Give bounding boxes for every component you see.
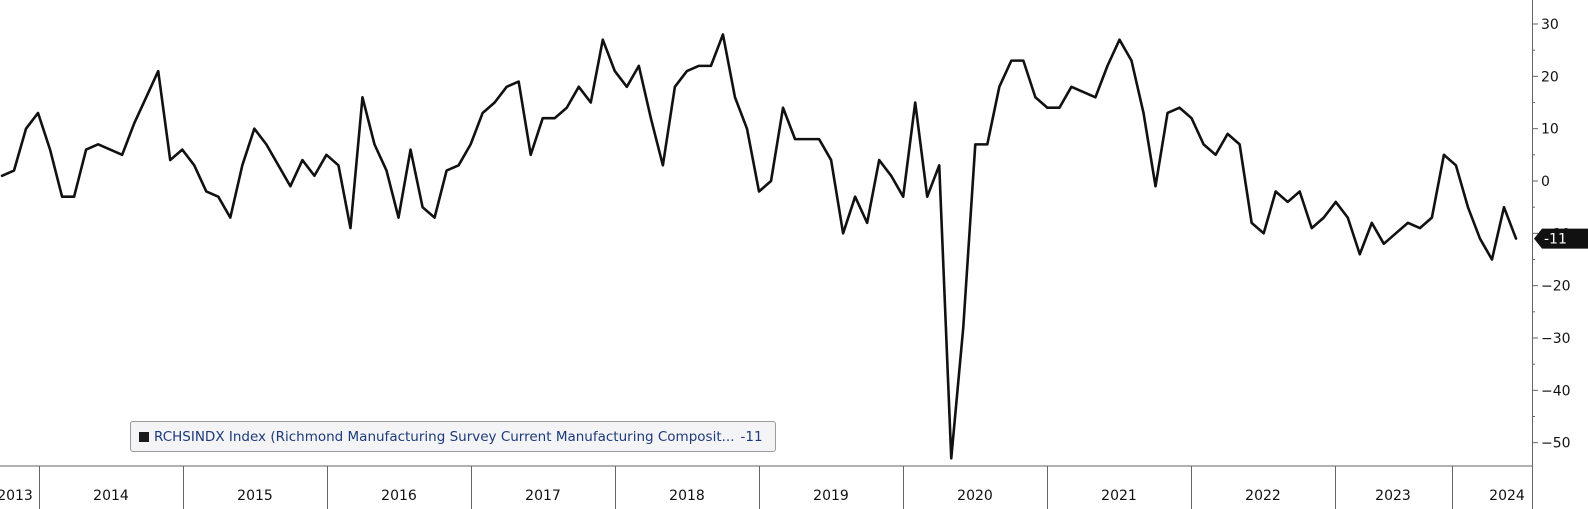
y-tick-label: 20 [1541, 69, 1559, 85]
series-layer [0, 33, 1518, 460]
last-value-tag: -11 [1534, 228, 1588, 249]
y-tick-label: −30 [1541, 331, 1571, 347]
x-tick-label: 2013 [0, 488, 33, 504]
y-tick-label: 10 [1541, 122, 1559, 138]
x-tick-label: 2015 [237, 488, 273, 504]
x-tick-label: 2023 [1375, 488, 1411, 504]
y-tick-label: −40 [1541, 383, 1571, 399]
y-tick-label: −50 [1541, 436, 1571, 452]
x-tick-label: 2024 [1489, 488, 1525, 504]
x-tick-label: 2021 [1101, 488, 1137, 504]
legend-value: -11 [740, 428, 763, 445]
legend-label: RCHSINDX Index (Richmond Manufacturing S… [154, 428, 735, 445]
y-tick-label: 0 [1541, 174, 1550, 190]
y-tick-label: 30 [1541, 17, 1559, 33]
x-tick-label: 2020 [957, 488, 993, 504]
x-tick-label: 2014 [93, 488, 129, 504]
x-tick-label: 2017 [525, 488, 561, 504]
last-value-tag-shape [1534, 228, 1588, 249]
last-value-label: -11 [1544, 232, 1567, 248]
x-tick-label: 2016 [381, 488, 417, 504]
x-tick-label: 2018 [669, 488, 705, 504]
y-tick-label: −20 [1541, 279, 1571, 295]
legend: RCHSINDX Index (Richmond Manufacturing S… [130, 421, 776, 452]
x-axis: 2013 2014 2015 2016 2017 2018 2019 2020 2021 2022… [0, 465, 1533, 509]
series-line [0, 33, 1518, 460]
x-tick-label: 2019 [813, 488, 849, 504]
x-tick-label: 2022 [1245, 488, 1281, 504]
legend-swatch [139, 431, 149, 442]
